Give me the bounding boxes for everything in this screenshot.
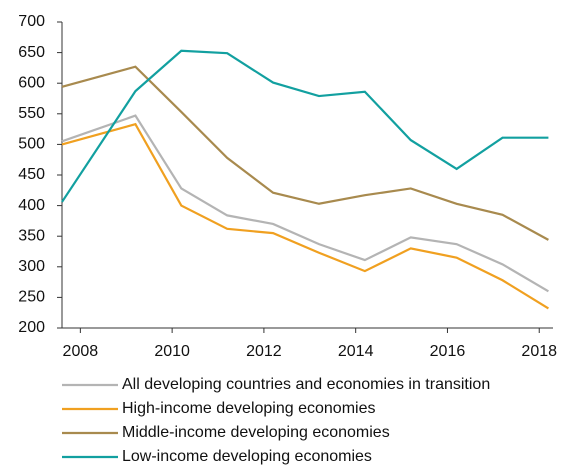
- y-tick-label: 450: [18, 166, 45, 183]
- y-tick-label: 250: [18, 289, 45, 306]
- series-line: [61, 114, 549, 293]
- legend-label: High-income developing economies: [122, 400, 375, 417]
- legend-label: Middle-income developing economies: [122, 424, 390, 441]
- y-tick-label: 600: [18, 74, 45, 91]
- y-tick-label: 300: [18, 258, 45, 275]
- x-tick-label: 2016: [430, 343, 466, 360]
- y-tick-label: 350: [18, 227, 45, 244]
- x-tick-label: 2018: [521, 343, 557, 360]
- x-tick-label: 2012: [246, 343, 282, 360]
- series-line: [61, 122, 549, 310]
- x-tick-label: 2010: [154, 343, 190, 360]
- series-line: [61, 49, 549, 203]
- y-tick-label: 700: [18, 13, 45, 30]
- y-tick-label: 400: [18, 197, 45, 214]
- series-line: [61, 65, 549, 241]
- legend-label: All developing countries and economies i…: [122, 376, 490, 393]
- y-tick-label: 650: [18, 44, 45, 61]
- x-tick-label: 2014: [338, 343, 374, 360]
- y-tick-label: 550: [18, 105, 45, 122]
- y-tick-label: 200: [18, 319, 45, 336]
- y-tick-label: 500: [18, 136, 45, 153]
- legend-label: Low-income developing economies: [122, 448, 372, 465]
- x-tick-label: 2008: [63, 343, 99, 360]
